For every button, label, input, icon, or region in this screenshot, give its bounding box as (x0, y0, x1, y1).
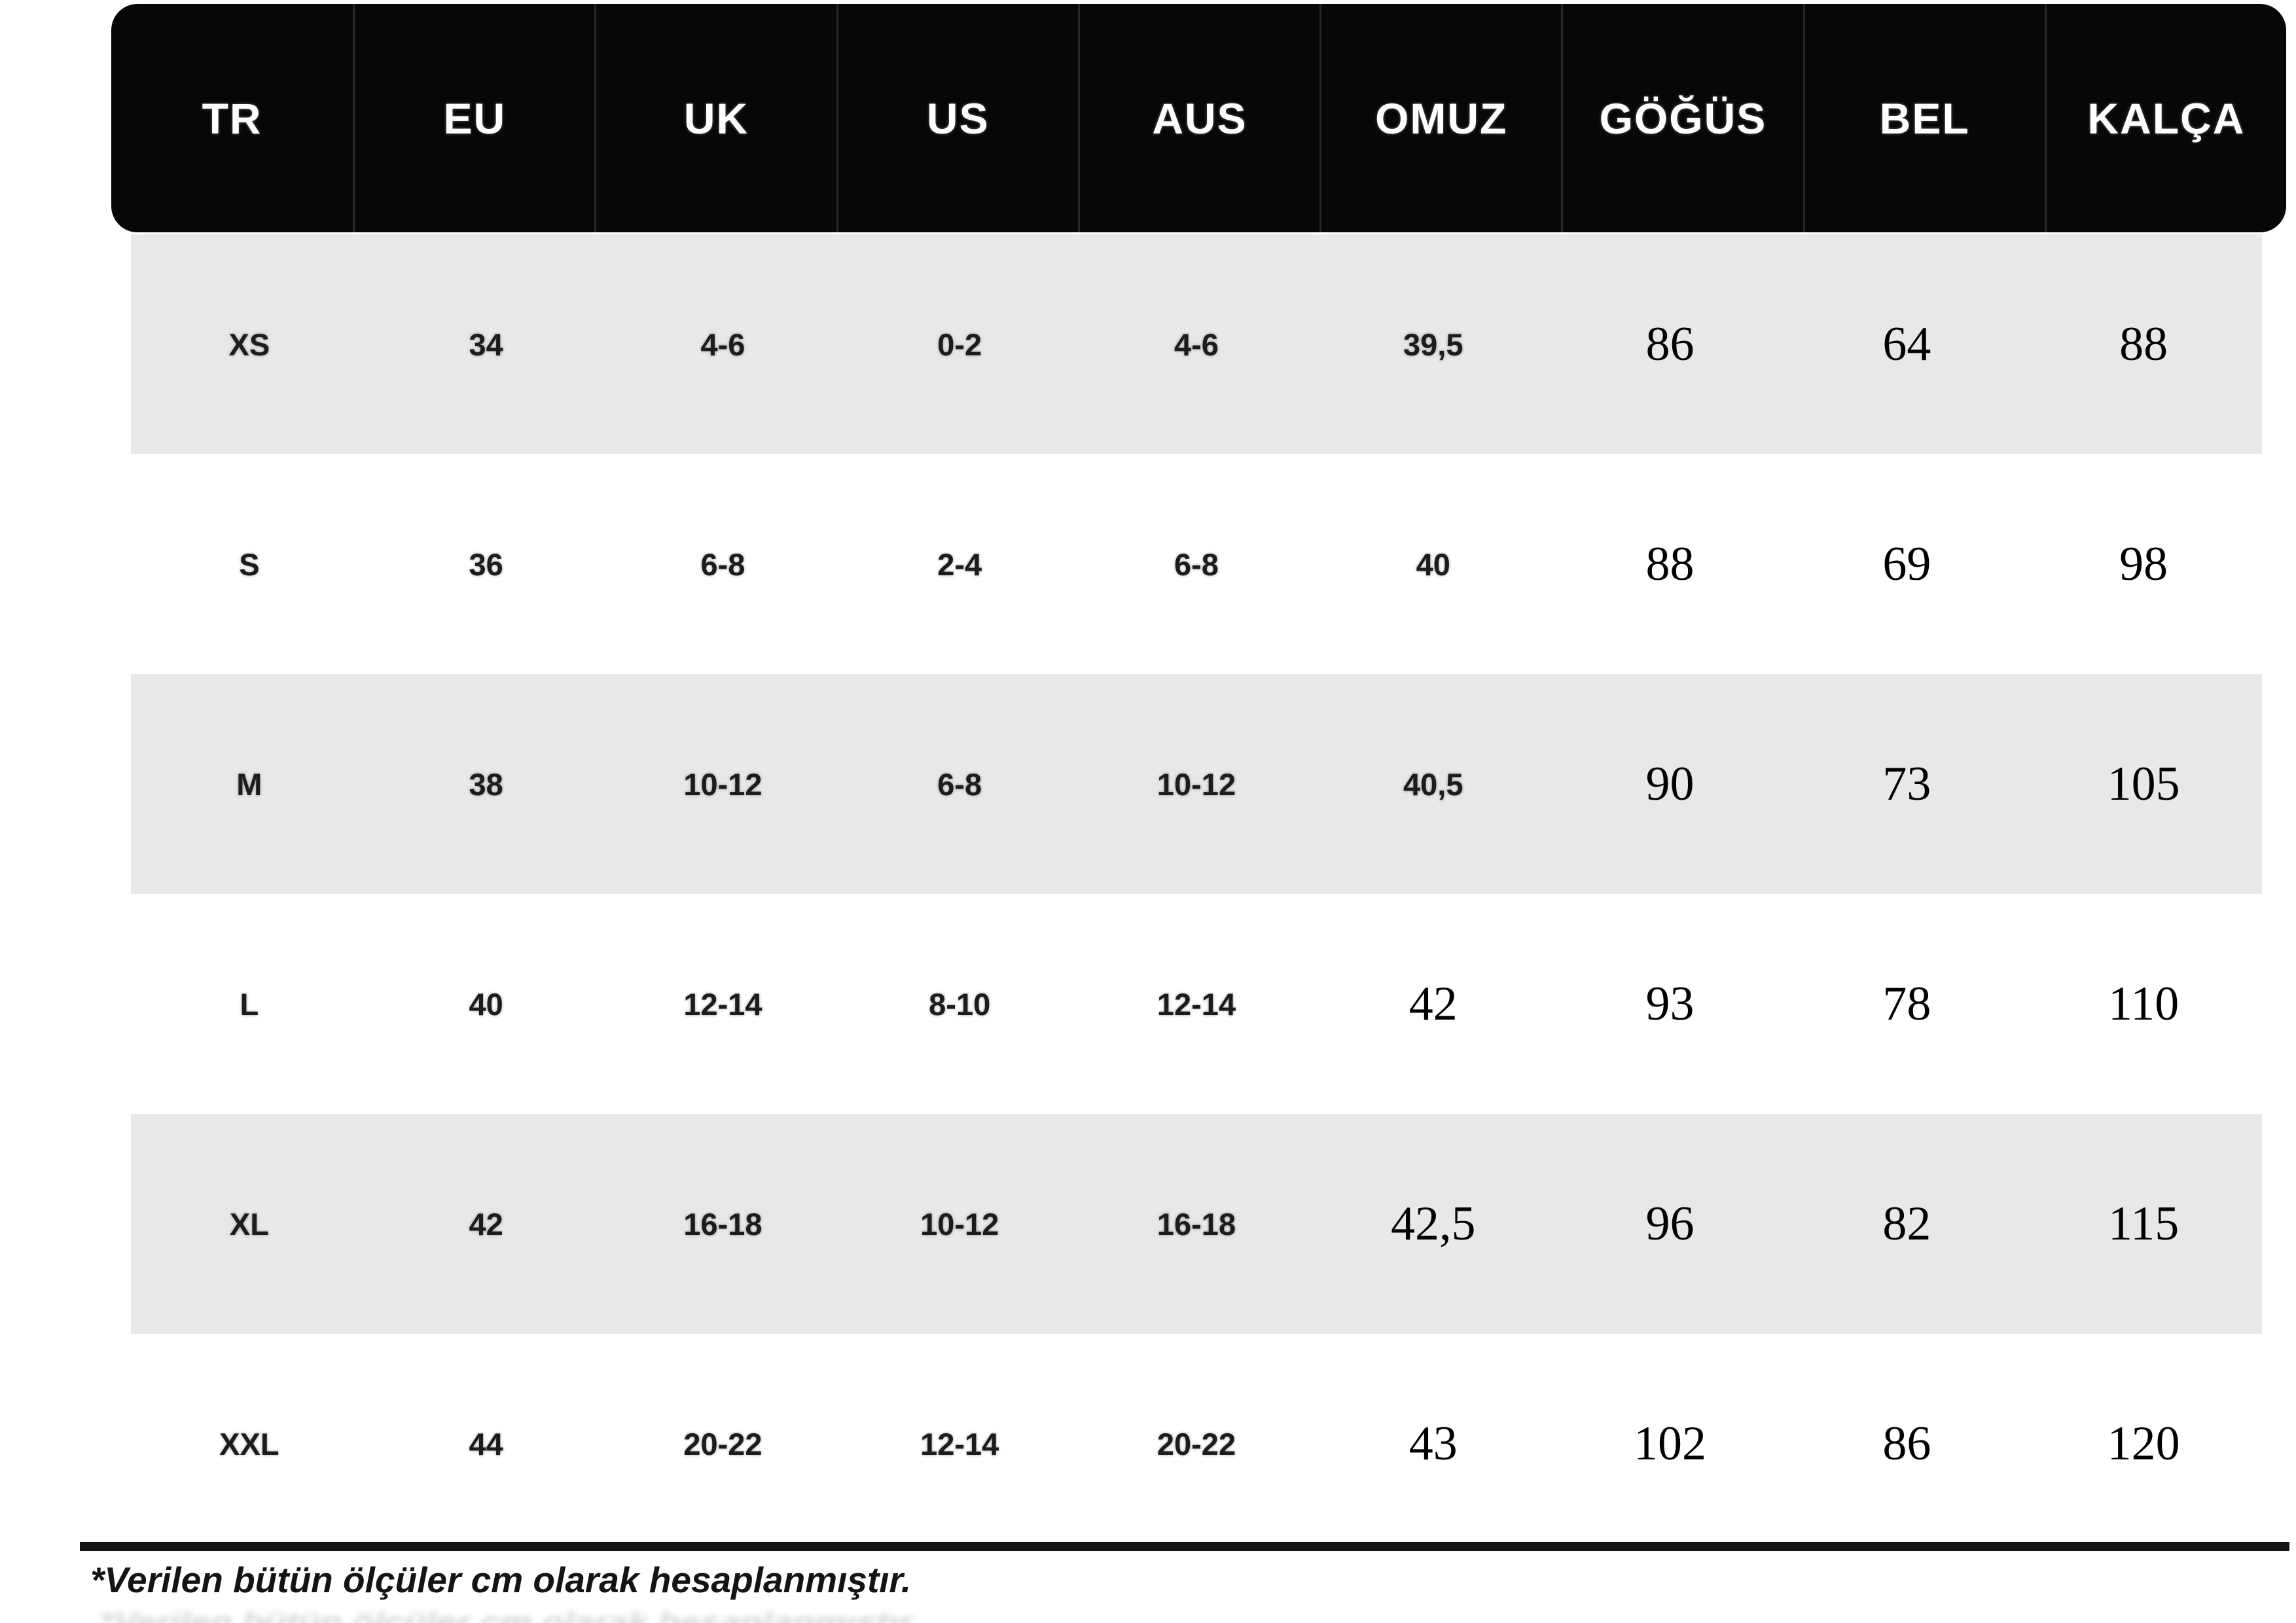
cell-m-bel: 73 (1882, 757, 1931, 811)
cell-m-gogus: 90 (1645, 757, 1695, 811)
cell-l-aus: 12-14 (1157, 986, 1236, 1022)
cell-s-uk: 6-8 (700, 546, 745, 582)
cell-m-eu: 38 (469, 766, 503, 802)
cell-s-bel: 69 (1882, 537, 1931, 591)
header-cell-kalca: KALÇA (2044, 4, 2286, 232)
table-row-m: M 38 10-12 6-8 10-12 40,5 90 73 105 (131, 674, 2262, 894)
table-row-xs: XS 34 4-6 0-2 4-6 39,5 86 64 88 (131, 234, 2262, 454)
cell-xs-us: 0-2 (937, 327, 982, 362)
cell-l-omuz: 42 (1408, 976, 1458, 1031)
cell-s-kalca: 98 (2119, 537, 2168, 591)
cell-s-eu: 36 (469, 546, 503, 582)
cell-xxl-eu: 44 (469, 1426, 503, 1461)
cell-xl-aus: 16-18 (1157, 1206, 1236, 1241)
cell-l-tr: L (240, 986, 259, 1022)
cell-xs-omuz: 39,5 (1403, 327, 1463, 362)
cell-xl-kalca: 115 (2108, 1196, 2179, 1251)
cell-xxl-us: 12-14 (920, 1426, 999, 1461)
header-cell-gogus: GÖĞÜS (1561, 4, 1803, 232)
table-row-xxl: XXL 44 20-22 12-14 20-22 43 102 86 120 (131, 1334, 2262, 1554)
cell-xl-tr: XL (229, 1206, 269, 1241)
table-row-s: S 36 6-8 2-4 6-8 40 88 69 98 (131, 454, 2262, 674)
table-body: XS 34 4-6 0-2 4-6 39,5 86 64 88 S 36 6-8 2-4 6-8 40 88 6… (131, 234, 2262, 1554)
cell-xs-kalca: 88 (2119, 317, 2168, 371)
footer-divider-line (80, 1542, 2289, 1551)
cell-m-tr: M (236, 766, 262, 802)
cell-l-us: 8-10 (929, 986, 991, 1022)
cell-xs-bel: 64 (1882, 317, 1931, 371)
header-cell-us: US (836, 4, 1078, 232)
cell-xxl-uk: 20-22 (683, 1426, 762, 1461)
cell-m-aus: 10-12 (1157, 766, 1236, 802)
cell-xs-gogus: 86 (1645, 317, 1695, 371)
cell-l-uk: 12-14 (683, 986, 762, 1022)
cell-m-us: 6-8 (937, 766, 982, 802)
footnote-ghost-smear: *Verilen bütün ölçüler cm olarak hesapla… (99, 1605, 921, 1623)
cell-xxl-gogus: 102 (1634, 1416, 1707, 1471)
cell-xs-aus: 4-6 (1174, 327, 1219, 362)
header-cell-omuz: OMUZ (1319, 4, 1561, 232)
cell-xxl-aus: 20-22 (1157, 1426, 1236, 1461)
cell-s-gogus: 88 (1645, 537, 1695, 591)
cell-xxl-tr: XXL (219, 1426, 279, 1461)
cell-m-uk: 10-12 (683, 766, 762, 802)
cell-xxl-bel: 86 (1882, 1416, 1931, 1471)
header-cell-uk: UK (594, 4, 836, 232)
cell-s-tr: S (239, 546, 260, 582)
cell-xs-uk: 4-6 (700, 327, 745, 362)
table-row-xl: XL 42 16-18 10-12 16-18 42,5 96 82 115 (131, 1114, 2262, 1334)
cell-xl-uk: 16-18 (683, 1206, 762, 1241)
header-cell-aus: AUS (1077, 4, 1319, 232)
cell-s-aus: 6-8 (1174, 546, 1219, 582)
footnote: *Verilen bütün ölçüler cm olarak hesapla… (90, 1560, 912, 1600)
header-cell-bel: BEL (1803, 4, 2045, 232)
cell-xl-omuz: 42,5 (1391, 1196, 1476, 1251)
cell-m-omuz: 40,5 (1403, 766, 1463, 802)
cell-xl-eu: 42 (469, 1206, 503, 1241)
cell-l-bel: 78 (1882, 976, 1931, 1031)
cell-s-us: 2-4 (937, 546, 982, 582)
cell-xs-eu: 34 (469, 327, 503, 362)
header-cell-eu: EU (353, 4, 594, 232)
cell-xs-tr: XS (228, 327, 270, 362)
header-cell-tr: TR (202, 94, 262, 143)
cell-xl-gogus: 96 (1645, 1196, 1695, 1251)
cell-m-kalca: 105 (2107, 757, 2180, 811)
cell-xxl-omuz: 43 (1408, 1416, 1458, 1471)
cell-s-omuz: 40 (1416, 546, 1450, 582)
cell-xl-us: 10-12 (920, 1206, 999, 1241)
cell-l-eu: 40 (469, 986, 503, 1022)
table-row-l: L 40 12-14 8-10 12-14 42 93 78 110 (131, 894, 2262, 1114)
table-header-row: TR EU UK US AUS OMUZ GÖĞÜS BEL KALÇA (111, 4, 2286, 232)
cell-xxl-kalca: 120 (2107, 1416, 2180, 1471)
cell-xl-bel: 82 (1882, 1196, 1931, 1251)
cell-l-kalca: 110 (2108, 976, 2179, 1031)
cell-l-gogus: 93 (1645, 976, 1695, 1031)
